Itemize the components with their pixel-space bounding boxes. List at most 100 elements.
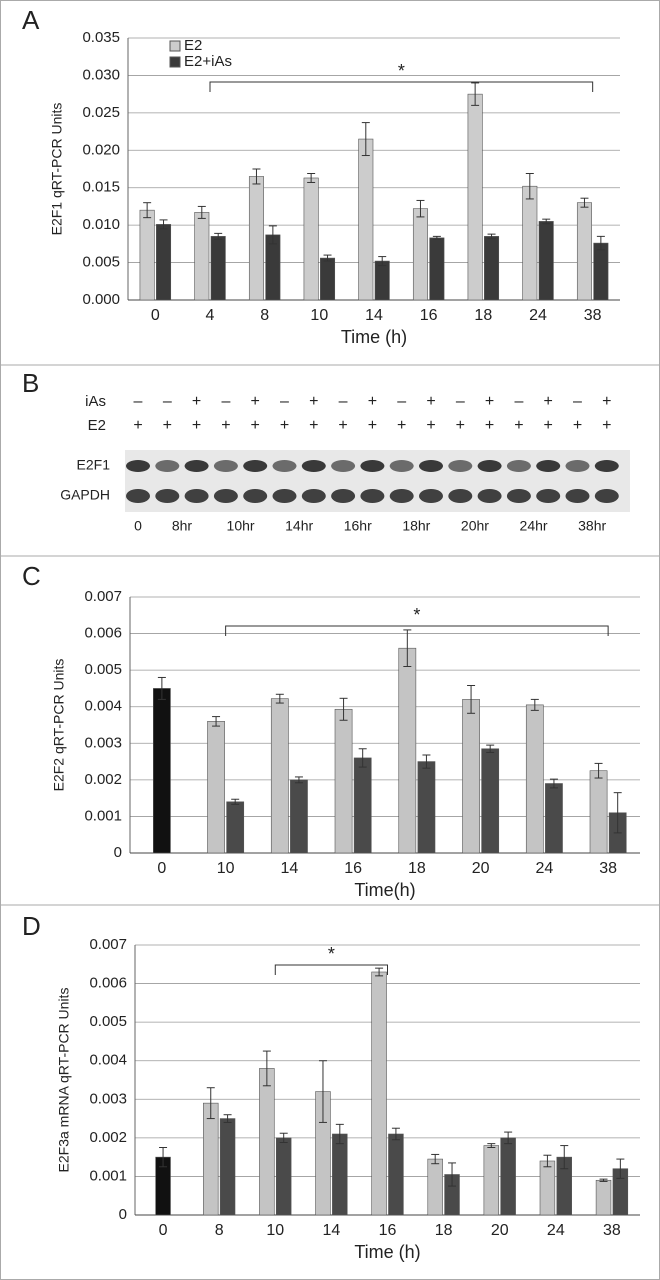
bar [595, 1179, 612, 1216]
bar [194, 212, 210, 301]
bar [539, 1160, 556, 1216]
x-tick-label: 18 [435, 1222, 453, 1239]
blot-band [536, 489, 561, 503]
y-tick-label: 0.006 [89, 975, 127, 992]
x-tick-label: 38 [603, 1222, 621, 1239]
bar [259, 1068, 275, 1216]
blot-sign: – [221, 393, 230, 410]
blot-sign: + [426, 417, 435, 434]
blot-sign: + [602, 393, 611, 410]
blot-band [360, 489, 385, 503]
blot-band [419, 489, 443, 503]
y-tick-label: 0.002 [84, 771, 122, 788]
blot-band [243, 489, 268, 503]
x-axis-label: Time (h) [341, 327, 407, 347]
bar [210, 236, 226, 301]
panel-letter: A [22, 5, 40, 35]
bar [525, 704, 544, 854]
bar [153, 688, 171, 854]
bar [593, 242, 609, 301]
bar [500, 1137, 516, 1216]
y-tick-label: 0.002 [89, 1129, 127, 1146]
x-tick-label: 14 [365, 307, 383, 324]
blot-band [126, 489, 150, 503]
y-tick-label: 0 [119, 1206, 127, 1223]
blot-sign: + [514, 417, 523, 434]
blot-lane-label: 20hr [461, 518, 489, 534]
significance-bracket [209, 81, 594, 92]
bar [207, 721, 225, 854]
blot-band [213, 489, 238, 503]
blot-band-label: GAPDH [60, 487, 110, 503]
x-tick-label: 24 [547, 1222, 565, 1239]
blot-band [594, 460, 619, 472]
bar [429, 237, 445, 301]
bar [417, 761, 436, 854]
blot-sign: – [397, 393, 406, 410]
bar [203, 1102, 219, 1216]
x-tick-label: 18 [408, 860, 426, 877]
y-tick-label: 0.005 [89, 1013, 127, 1030]
blot-membrane [125, 450, 630, 512]
y-tick-label: 0.015 [82, 179, 120, 196]
bar [374, 260, 390, 301]
blot-row-label: E2 [88, 417, 106, 434]
blot-band [301, 460, 326, 472]
blot-sign: + [485, 417, 494, 434]
blot-sign: + [602, 417, 611, 434]
bar [538, 221, 554, 301]
blot-sign: + [221, 417, 230, 434]
x-tick-label: 20 [472, 860, 490, 877]
x-axis-label: Time (h) [354, 1242, 420, 1262]
blot-sign: + [456, 417, 465, 434]
blot-band [272, 489, 297, 503]
bar [270, 698, 289, 854]
blot-sign: – [573, 393, 582, 410]
x-tick-label: 14 [322, 1222, 340, 1239]
blot-sign: + [251, 393, 260, 410]
significance-mark: * [328, 944, 335, 964]
y-tick-label: 0.020 [82, 141, 120, 158]
bar [226, 801, 245, 854]
blot-band [477, 489, 502, 503]
blot-band [243, 460, 268, 472]
blot-lane-label: 10hr [227, 518, 255, 534]
blot-sign: + [192, 393, 201, 410]
blot-band [565, 489, 590, 503]
bar [522, 185, 538, 301]
bar [290, 779, 308, 854]
blot-sign: + [309, 393, 318, 410]
y-tick-label: 0.006 [84, 625, 122, 642]
x-tick-label: 16 [420, 307, 438, 324]
bar [219, 1118, 236, 1216]
blot-lane-label: 0 [134, 518, 142, 534]
bar [545, 783, 563, 854]
y-tick-label: 0.030 [82, 66, 120, 83]
bar [467, 93, 483, 301]
x-tick-label: 4 [206, 307, 215, 324]
bar [589, 770, 608, 854]
legend-swatch [169, 40, 181, 52]
significance-bracket [274, 964, 388, 975]
blot-lane-label: 38hr [578, 518, 606, 534]
bar [265, 234, 281, 301]
significance-mark: * [398, 61, 405, 81]
x-tick-label: 10 [310, 307, 328, 324]
panel-letter: D [22, 911, 41, 941]
legend-swatch [169, 56, 181, 68]
blot-band [331, 460, 356, 472]
blot-band [389, 460, 414, 472]
y-tick-label: 0.004 [84, 698, 122, 715]
x-tick-label: 0 [159, 1222, 168, 1239]
blot-sign: + [163, 417, 172, 434]
blot-sign: – [339, 393, 348, 410]
x-tick-label: 10 [266, 1222, 284, 1239]
blot-sign: + [368, 393, 377, 410]
blot-sign: + [251, 417, 260, 434]
blot-sign: + [426, 393, 435, 410]
blot-band [184, 460, 209, 472]
blot-sign: + [397, 417, 406, 434]
x-tick-label: 8 [215, 1222, 224, 1239]
blot-sign: – [514, 393, 523, 410]
